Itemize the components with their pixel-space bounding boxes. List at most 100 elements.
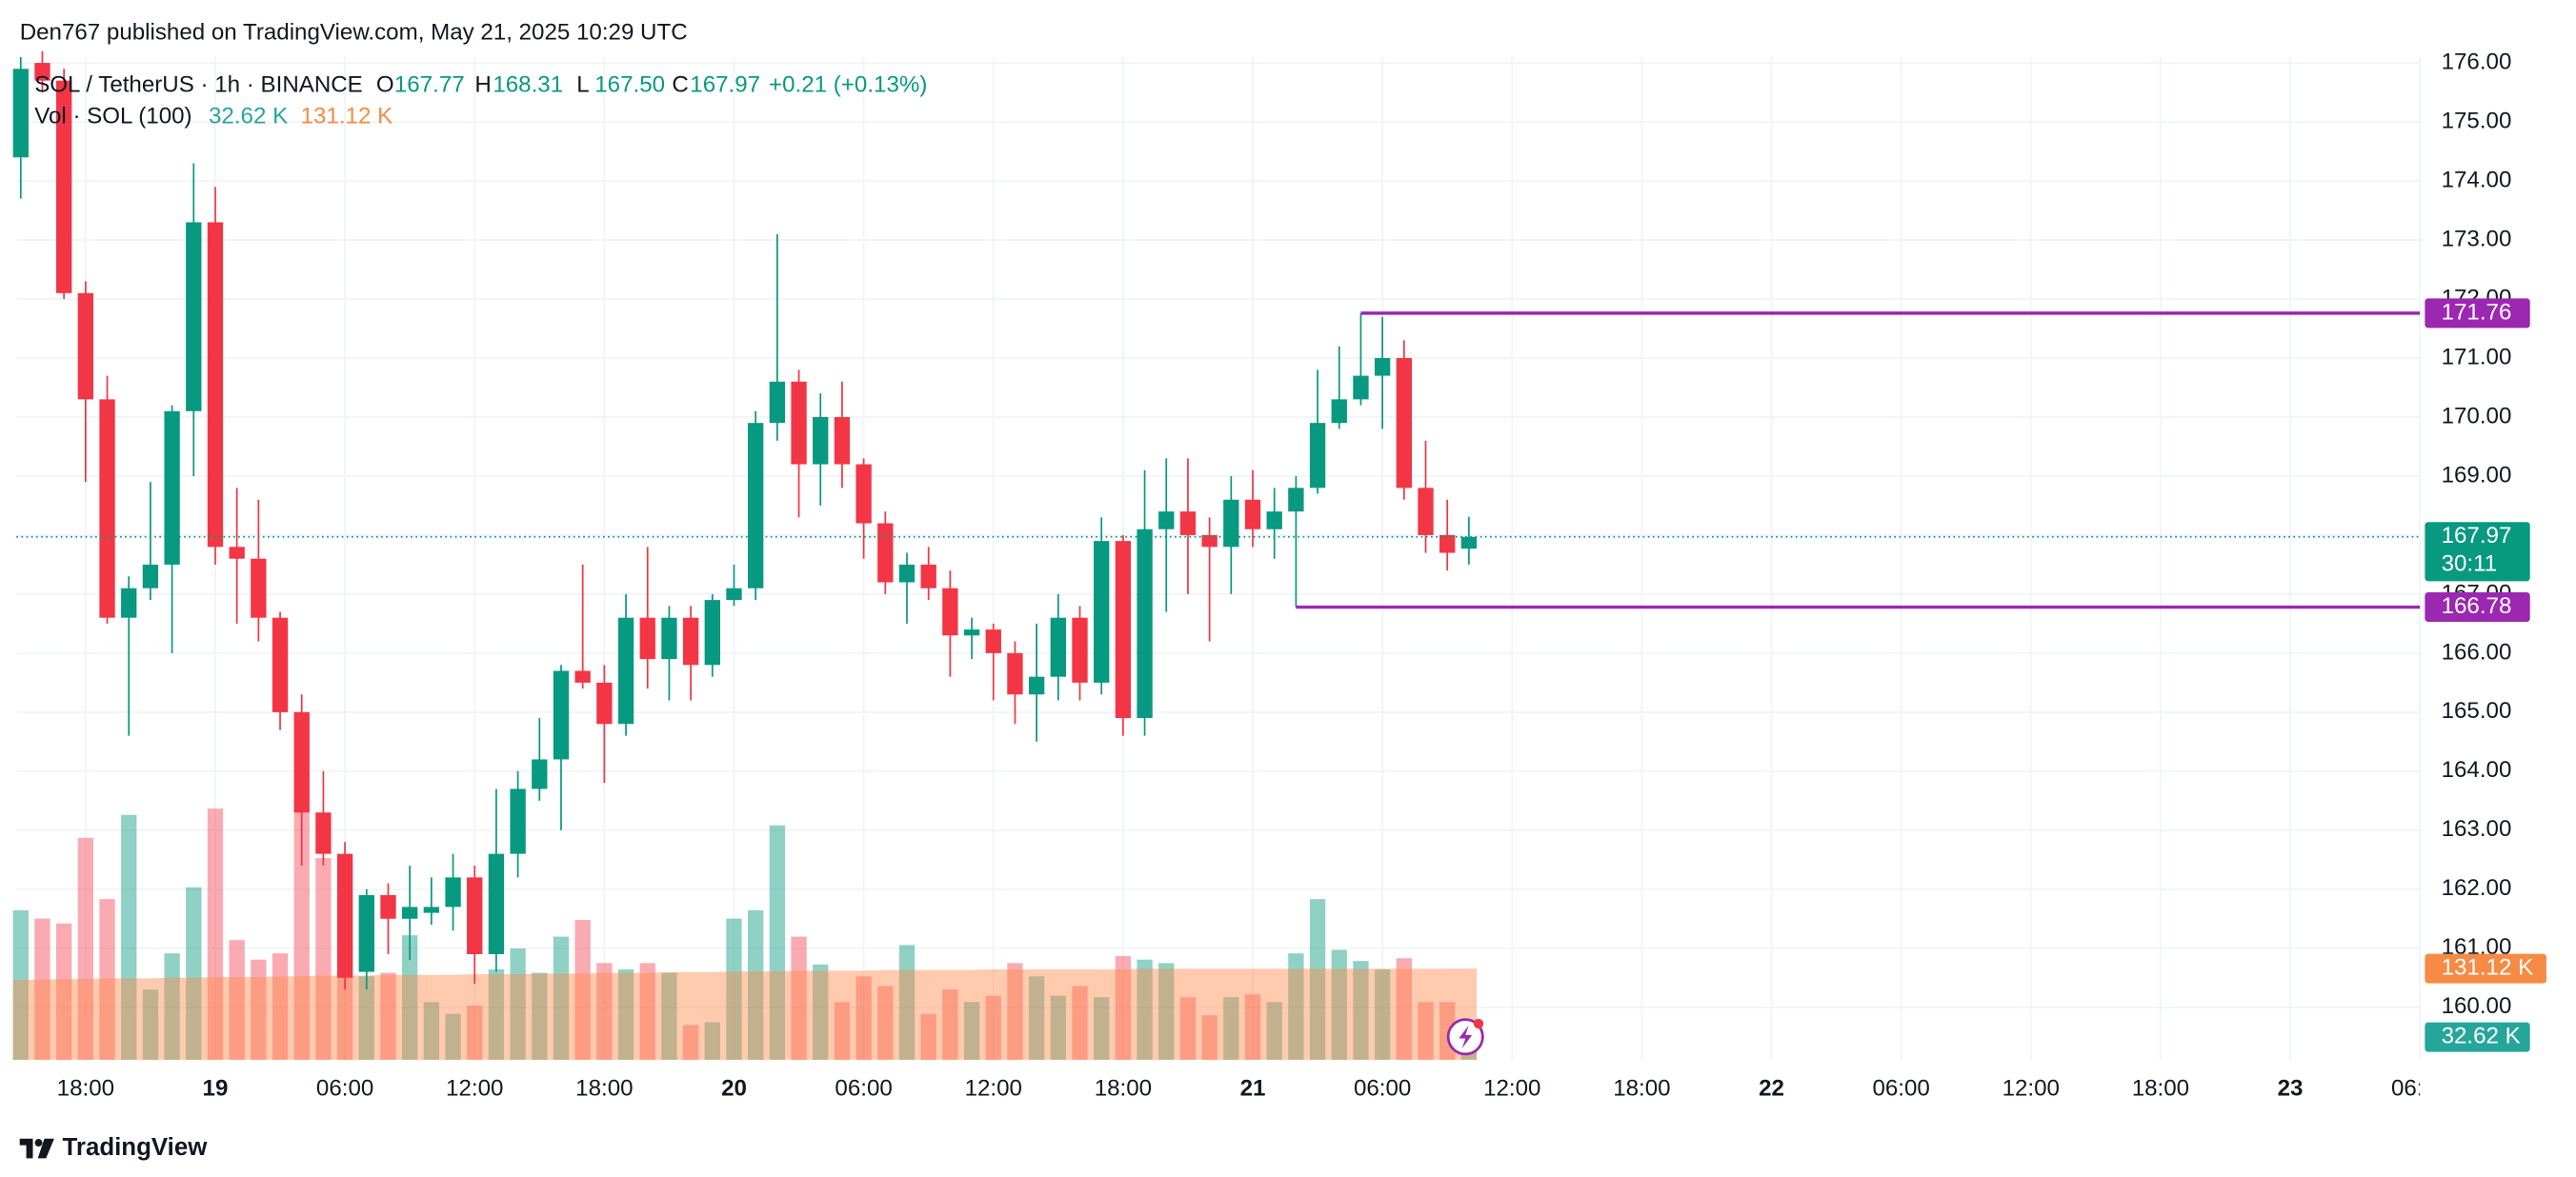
- candle-body: [229, 547, 245, 559]
- candle-body: [574, 670, 591, 683]
- volume-bar: [293, 811, 310, 1060]
- y-tick-label: 162.00: [2442, 875, 2512, 901]
- x-tick-label: 18:00: [57, 1075, 114, 1101]
- volume-bar: [272, 953, 289, 1060]
- change: +0.21 (+0.13%): [769, 72, 927, 98]
- x-tick-label: 22: [1759, 1075, 1784, 1101]
- volume-bar: [1396, 958, 1412, 1060]
- x-tick-label: 18:00: [1095, 1075, 1152, 1101]
- candle-body: [99, 399, 115, 618]
- alert-icon[interactable]: [1446, 1018, 1484, 1056]
- volume-bar: [532, 972, 548, 1060]
- ohlc-value: 168.31: [493, 72, 563, 98]
- candle-body: [1353, 375, 1369, 400]
- volume-bar: [748, 909, 764, 1060]
- volume-bar: [985, 995, 1001, 1060]
- ohlc-value: 167.77: [394, 72, 465, 98]
- volume-bar: [1418, 1002, 1434, 1060]
- candle-body: [1418, 488, 1434, 535]
- candle-body: [272, 617, 289, 712]
- ohlc-key: O: [376, 72, 394, 98]
- volume-bar: [661, 972, 677, 1060]
- volume-ma-badge-label: 131.12 K: [2442, 954, 2534, 980]
- volume-bar: [704, 1022, 720, 1060]
- candle-body: [661, 617, 677, 660]
- candle-body: [1309, 423, 1326, 489]
- candle-body: [1460, 536, 1478, 549]
- candle-body: [769, 381, 786, 424]
- x-tick-label: 06:00: [2391, 1075, 2448, 1101]
- y-tick-label: 163.00: [2442, 816, 2512, 842]
- volume-bar: [877, 986, 894, 1060]
- y-tick-label: 173.00: [2442, 226, 2512, 251]
- volume-bar: [942, 989, 958, 1060]
- logo-part: [34, 1139, 43, 1147]
- candle-body: [55, 80, 72, 293]
- y-tick-label: 171.00: [2442, 344, 2512, 369]
- volume-bar: [510, 948, 526, 1060]
- candle-body: [813, 416, 829, 465]
- volume-bar: [488, 968, 505, 1060]
- volume-bar: [445, 1013, 461, 1060]
- volume-bar: [920, 1013, 936, 1060]
- y-tick-label: 176.00: [2442, 49, 2512, 74]
- volume-bar: [553, 936, 570, 1060]
- x-tick-label: 19: [203, 1075, 229, 1101]
- candle-body: [617, 617, 634, 725]
- candle-body: [34, 63, 50, 81]
- x-tick-label: 18:00: [2132, 1075, 2189, 1101]
- volume-bar: [1050, 995, 1066, 1060]
- x-tick-label: 12:00: [965, 1075, 1022, 1101]
- y-tick-label: 169.00: [2442, 462, 2512, 488]
- volume-ma-area: [12, 968, 1478, 1060]
- candle-body: [920, 564, 936, 588]
- volume-ma-badge: [2425, 953, 2546, 984]
- volume-bar: [963, 1002, 980, 1060]
- volume-bar: [1007, 963, 1023, 1060]
- volume-bar: [791, 936, 807, 1060]
- header: Den767 published on TradingView.com, May…: [20, 19, 688, 45]
- level-badge: [2425, 592, 2530, 623]
- candle-body: [532, 759, 548, 789]
- volume-bar: [229, 940, 245, 1060]
- volume-bar: [1288, 953, 1304, 1060]
- x-tick-label: 06:00: [316, 1075, 373, 1101]
- x-tick-label: 21: [1240, 1075, 1266, 1101]
- candle-body: [596, 682, 613, 725]
- ohlc-value: 167.97: [690, 72, 760, 98]
- volume-bar: [34, 918, 50, 1060]
- x-tick-label: 12:00: [446, 1075, 503, 1101]
- volume-bar: [834, 1002, 851, 1060]
- candle-body: [121, 588, 137, 618]
- candle-body: [1179, 511, 1197, 535]
- candle-body: [207, 222, 224, 548]
- volume-bar: [1115, 956, 1132, 1060]
- volume-bar: [1137, 959, 1153, 1060]
- candle-body: [315, 812, 332, 854]
- x-tick-label: 06:00: [1872, 1075, 1929, 1101]
- logo-part: [37, 1138, 54, 1159]
- volume-bar: [1374, 968, 1391, 1060]
- volume-bar: [186, 887, 202, 1060]
- candle-body: [963, 629, 980, 636]
- candle-body: [77, 292, 94, 400]
- icon-dot: [1473, 1018, 1484, 1029]
- candle-body: [1007, 652, 1023, 695]
- candle-body: [423, 907, 440, 913]
- candle-body: [791, 381, 807, 465]
- last-price-badge: [2425, 522, 2530, 582]
- volume-legend-value: 32.62 K: [209, 103, 288, 129]
- candle-body: [834, 416, 851, 465]
- volume-bar: [358, 976, 374, 1060]
- candle-body: [1439, 534, 1456, 553]
- candle-body: [985, 629, 1001, 653]
- candle-body: [336, 853, 353, 978]
- ohlc-value: 167.50: [594, 72, 665, 98]
- volume-pane: [12, 808, 1478, 1060]
- x-tick-label: 23: [2278, 1075, 2304, 1101]
- x-tick-label: 06:00: [835, 1075, 892, 1101]
- ohlc-key: C: [672, 72, 688, 98]
- ohlc-key: H: [474, 72, 491, 98]
- y-tick-label: 165.00: [2442, 698, 2512, 724]
